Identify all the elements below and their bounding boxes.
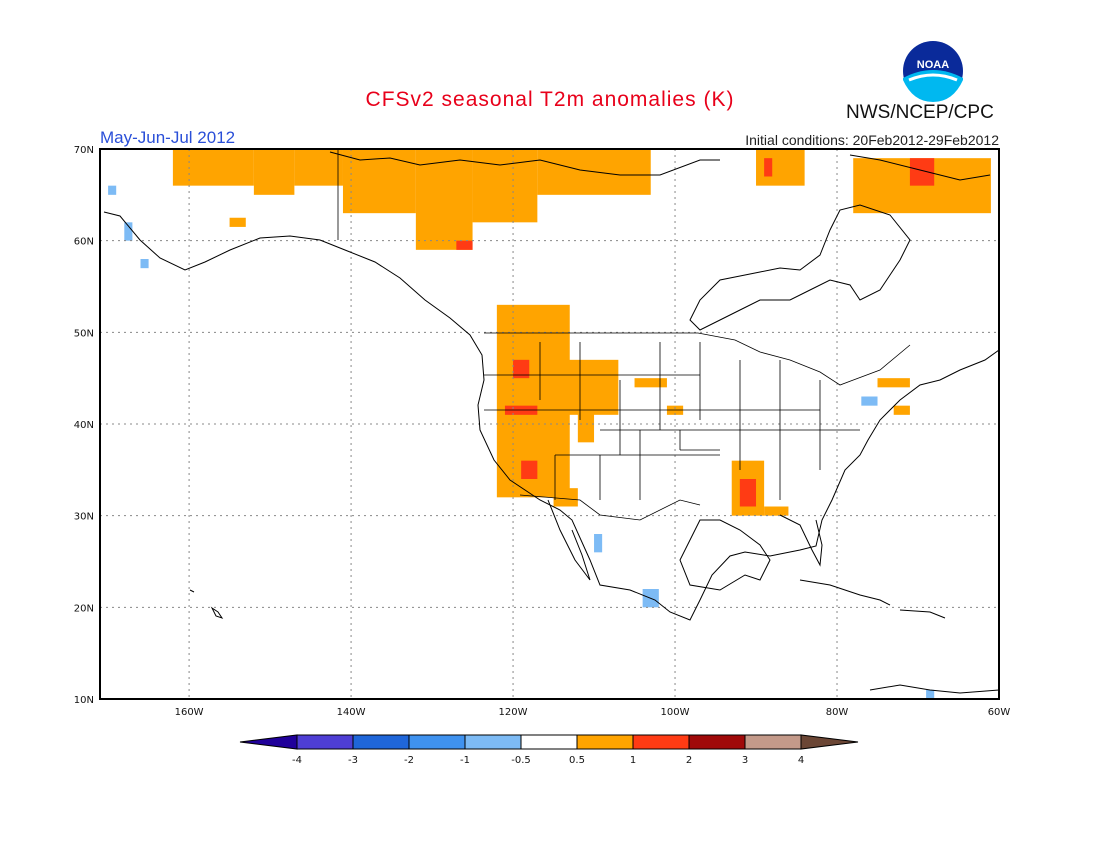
colorbar-segment <box>576 734 634 750</box>
lat-tick-label: 10N <box>74 695 94 706</box>
lon-tick-label: 80W <box>826 707 849 718</box>
colorbar-label: -2 <box>404 755 414 766</box>
colorbar-segment <box>296 734 354 750</box>
noaa-logo-text: NOAA <box>917 59 949 71</box>
anomaly-region-27 <box>893 405 910 415</box>
axis-ticks: 70N 60N 50N 40N 30N 20N 10N 160W 140W 120W 100W 80W… <box>74 145 1011 718</box>
colorbar-segment <box>632 734 690 750</box>
lat-tick-label: 50N <box>74 328 94 339</box>
lat-tick-label: 30N <box>74 512 94 523</box>
anomaly-region-17 <box>553 488 578 507</box>
anomaly-region-21 <box>634 378 667 388</box>
anomaly-region-26 <box>877 378 910 388</box>
graticule <box>100 149 999 699</box>
anomaly-region-20 <box>521 460 538 479</box>
anomaly-region-30 <box>861 396 878 406</box>
political-borders <box>337 150 911 521</box>
lat-tick-label: 20N <box>74 603 94 614</box>
anomaly-cells <box>108 149 991 699</box>
anomaly-region-7 <box>229 217 246 227</box>
colorbar-segment <box>408 734 466 750</box>
colorbar-label: -1 <box>460 755 470 766</box>
colorbar-label: 3 <box>742 755 748 766</box>
noaa-logo: NOAA <box>893 40 973 107</box>
anomaly-region-0 <box>172 149 254 186</box>
anomaly-region-10 <box>764 158 773 177</box>
anomaly-region-12 <box>909 158 935 186</box>
anomaly-region-18 <box>513 359 530 379</box>
anomaly-region-33 <box>108 185 117 195</box>
agency-label: NWS/NCEP/CPC <box>846 102 994 123</box>
anomaly-region-24 <box>739 479 757 507</box>
colorbar-segment <box>520 734 578 750</box>
colorbar: -4 -3 -2 -1 -0.5 0.5 1 2 3 4 <box>239 734 859 766</box>
anomaly-region-29 <box>594 534 603 553</box>
initial-conditions: Initial conditions: 20Feb2012-29Feb2012 <box>745 132 999 148</box>
lat-tick-label: 40N <box>74 420 94 431</box>
colorbar-arrow-left <box>239 734 298 750</box>
anomaly-region-32 <box>124 222 133 241</box>
anomaly-region-25 <box>764 506 789 516</box>
anomaly-region-16 <box>577 405 595 443</box>
anomaly-region-34 <box>926 689 935 699</box>
colorbar-arrow-right <box>800 734 859 750</box>
anomaly-region-3 <box>342 149 416 214</box>
colorbar-label: 0.5 <box>569 755 585 766</box>
colorbar-segment <box>744 734 802 750</box>
colorbar-label: -0.5 <box>511 755 531 766</box>
colorbar-segment <box>688 734 746 750</box>
anomaly-region-1 <box>253 149 295 195</box>
anomaly-region-8 <box>456 240 473 250</box>
forecast-period: May-Jun-Jul 2012 <box>100 128 236 147</box>
anomaly-region-2 <box>294 149 343 186</box>
colorbar-label: -3 <box>348 755 358 766</box>
lat-tick-label: 60N <box>74 237 94 248</box>
anomaly-region-5 <box>472 149 538 223</box>
anomaly-region-31 <box>140 259 149 269</box>
lon-tick-label: 120W <box>499 707 528 718</box>
colorbar-label: 1 <box>630 755 636 766</box>
lon-tick-label: 160W <box>175 707 204 718</box>
anomaly-region-9 <box>756 149 805 186</box>
lon-tick-label: 140W <box>337 707 366 718</box>
map-frame <box>99 148 1000 700</box>
lon-tick-label: 60W <box>988 707 1011 718</box>
lon-tick-label: 100W <box>661 707 690 718</box>
anomaly-region-14 <box>529 359 619 415</box>
map-title: CFSv2 seasonal T2m anomalies (K) <box>365 88 735 111</box>
colorbar-label: 2 <box>686 755 692 766</box>
colorbar-label: -4 <box>292 755 302 766</box>
lat-tick-label: 70N <box>74 145 94 156</box>
anomaly-region-4 <box>415 149 473 250</box>
colorbar-label: 4 <box>798 755 804 766</box>
colorbar-segment <box>464 734 522 750</box>
colorbar-segment <box>352 734 410 750</box>
coastlines <box>103 151 999 694</box>
